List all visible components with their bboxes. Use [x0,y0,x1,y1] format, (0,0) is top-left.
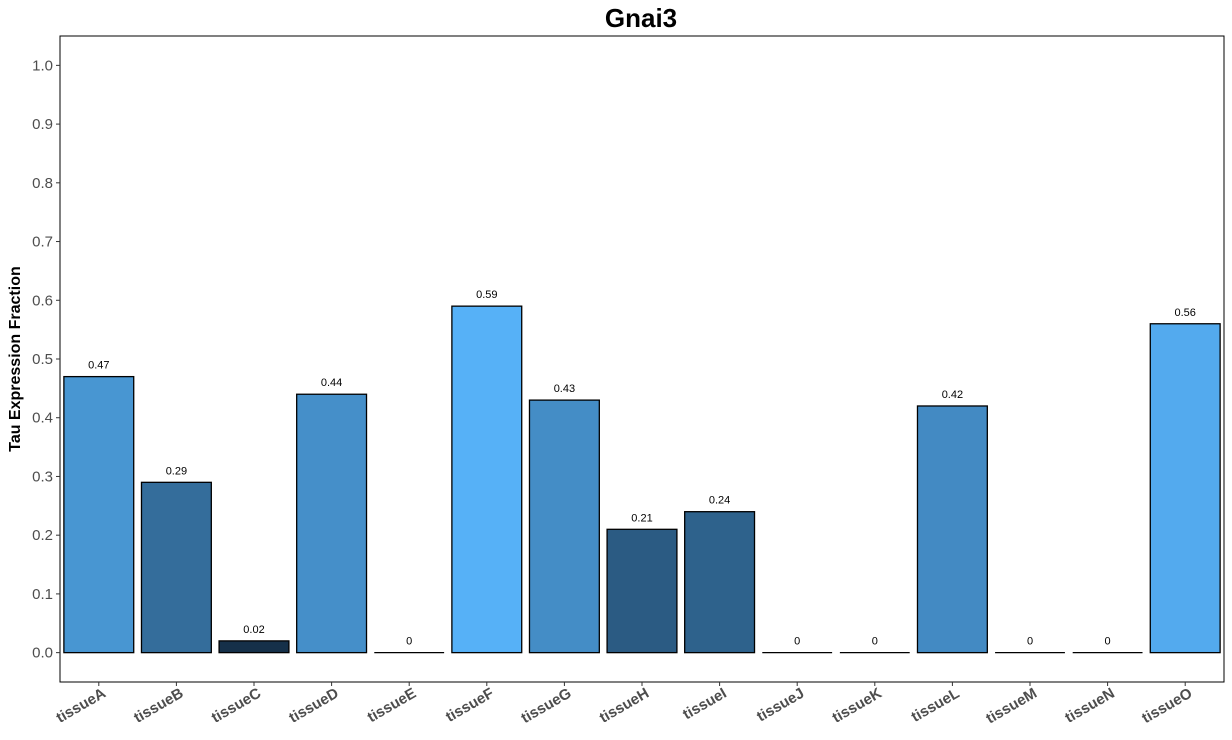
x-tick-label-tissueH: tissueH [597,685,652,727]
data-label-tissueI: 0.24 [709,495,730,507]
y-tick-label: 0.3 [32,468,53,485]
bar-tissueI [684,511,756,654]
bar-tissueB [140,481,212,654]
y-axis: 0.0 0.1 0.2 0.3 0.4 0.5 0.6 0.7 0.8 0.9 1.0 [32,57,60,662]
x-tick-label-tissueB: tissueB [131,685,187,727]
y-tick-label: 0.4 [32,410,53,427]
bar-tissueD [296,393,368,654]
y-tick-label: 0.8 [32,175,53,192]
x-tick-label-tissueD: tissueD [286,685,342,727]
x-tick-label-tissueG: tissueG [518,685,574,727]
bar-tissueL [916,405,988,654]
bar-tissueF [451,305,523,654]
y-tick-label: 0.9 [32,116,53,133]
x-axis: tissueA tissueB tissueC tissueD tissueE tissu… [53,682,1195,727]
y-tick-label: 0.2 [32,527,53,544]
y-tick-label: 0.0 [32,645,53,662]
data-label-tissueB: 0.29 [166,465,187,477]
data-label-tissueG: 0.43 [554,383,575,395]
y-tick-label: 0.6 [32,292,53,309]
x-tick-label-tissueL: tissueL [908,685,962,726]
x-tick-label-tissueM: tissueM [983,685,1040,728]
chart-title: Gnai3 [605,3,677,33]
y-tick-label: 0.1 [32,586,53,603]
bar-tissueA [63,375,135,654]
bar-tissueC [218,640,290,654]
data-label-tissueF: 0.59 [476,289,497,301]
x-tick-label-tissueC: tissueC [209,685,265,727]
data-label-tissueL: 0.42 [942,389,963,401]
bar-tissueO [1149,323,1221,654]
y-axis-label: Tau Expression Fraction [7,266,24,452]
data-label-tissueO: 0.56 [1174,307,1195,319]
x-tick-label-tissueA: tissueA [53,685,109,727]
y-tick-label: 0.5 [32,351,53,368]
data-label-tissueN: 0 [1105,636,1111,648]
x-tick-label-tissueJ: tissueJ [754,685,807,726]
x-tick-label-tissueN: tissueN [1062,685,1117,727]
data-label-tissueC: 0.02 [243,624,264,636]
data-label-tissueM: 0 [1027,636,1033,648]
x-tick-label-tissueI: tissueI [680,685,730,723]
data-label-tissueA: 0.47 [88,360,109,372]
data-label-tissueK: 0 [872,636,878,648]
x-tick-label-tissueK: tissueK [829,685,885,727]
x-tick-label-tissueE: tissueE [364,685,419,726]
data-label-tissueD: 0.44 [321,377,342,389]
data-label-tissueJ: 0 [794,636,800,648]
data-label-tissueH: 0.21 [631,512,652,524]
bar-tissueG [528,399,600,654]
data-label-tissueE: 0 [406,636,412,648]
bar-tissueH [606,528,678,654]
x-tick-label-tissueF: tissueF [443,685,497,726]
x-tick-label-tissueO: tissueO [1139,685,1195,727]
y-tick-label: 0.7 [32,234,53,251]
y-tick-label: 1.0 [32,57,53,74]
bars-group: 0.47 0.29 0.02 0.44 0 0.59 0.43 0.21 0.24 0 0 0.42 0… [63,289,1221,654]
